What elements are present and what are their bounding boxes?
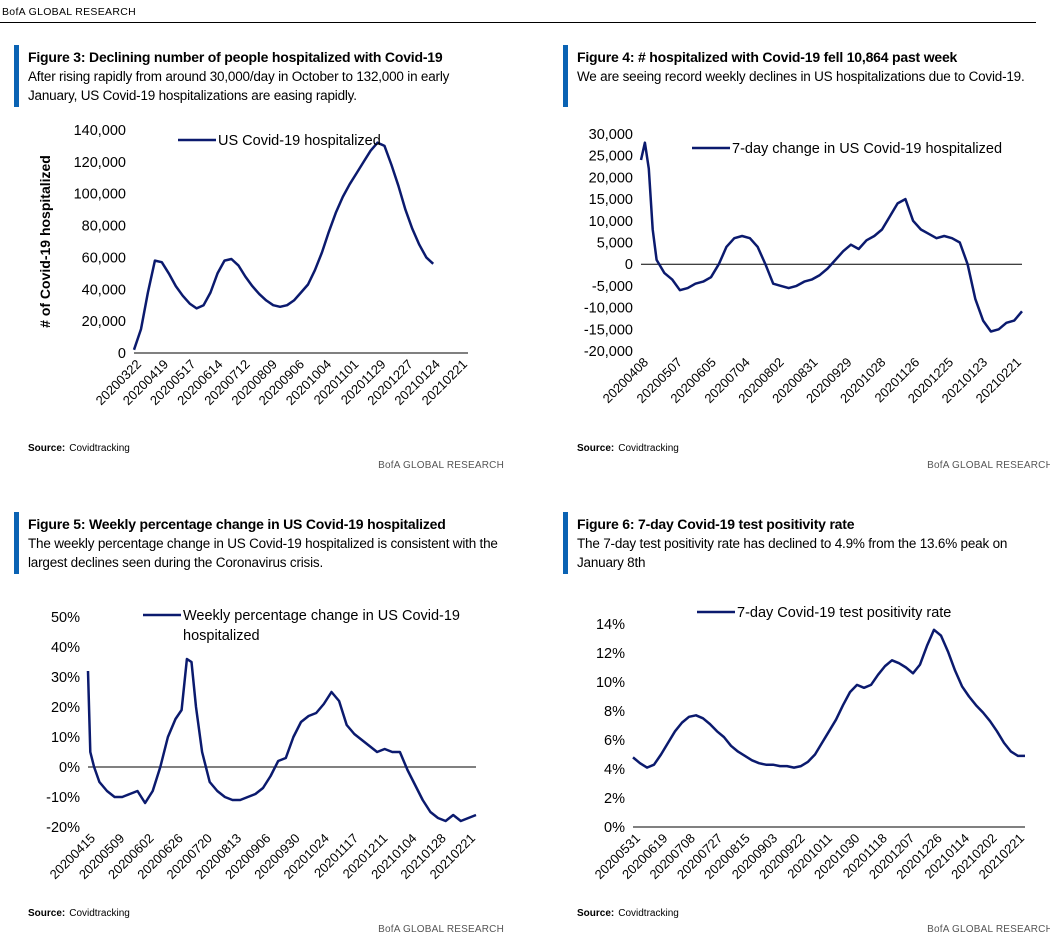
- y-tick-label: 40,000: [82, 282, 126, 298]
- weekly-pct-chart: -20%-10%0%10%20%30%40%50%202004152020050…: [46, 608, 478, 882]
- figure-source: Source: Covidtracking: [577, 908, 679, 919]
- source-label: Source:: [577, 908, 615, 919]
- weekly-change-chart: -20,000 -15,000 -10,000 -5,000 0 5,000 10,000 1…: [584, 127, 1024, 406]
- figure-brand: BofA GLOBAL RESEARCH: [927, 460, 1050, 471]
- positivity-chart: 0%2%4%6%8%10%12%14%202005312020061920200…: [592, 605, 1028, 882]
- y-tick-label: 30%: [51, 670, 80, 686]
- figure-title: Figure 4: # hospitalized with Covid-19 f…: [577, 49, 1047, 66]
- figure-source: Source: Covidtracking: [577, 443, 679, 454]
- source-label: Source:: [577, 443, 615, 454]
- figure-title-text: # hospitalized with Covid-19 fell 10,864…: [638, 49, 958, 65]
- header-brand: BofA GLOBAL RESEARCH: [2, 6, 136, 18]
- figure-accent-bar: [563, 45, 568, 107]
- y-tick-label: -15,000: [584, 322, 633, 338]
- figure-brand: BofA GLOBAL RESEARCH: [927, 924, 1050, 935]
- figure-title: Figure 6: 7-day Covid-19 test positivity…: [577, 516, 1047, 533]
- source-value: Covidtracking: [69, 443, 130, 454]
- figure-title-text: 7-day Covid-19 test positivity rate: [638, 516, 855, 532]
- figure-source: Source: Covidtracking: [28, 908, 130, 919]
- figure-title: Figure 5: Weekly percentage change in US…: [28, 516, 498, 533]
- y-tick-label: 10,000: [589, 214, 633, 230]
- y-tick-label: 80,000: [82, 219, 126, 235]
- source-label: Source:: [28, 443, 66, 454]
- hospitalized-chart: 0 20,000 40,000 60,000 80,000 100,000 120,000 1…: [37, 123, 470, 408]
- legend-label: hospitalized: [183, 628, 260, 644]
- figure-5-panel: Figure 5: Weekly percentage change in US…: [14, 512, 504, 952]
- y-tick-label: 30,000: [589, 127, 633, 143]
- figure-title-text: Declining number of people hospitalized …: [89, 49, 443, 65]
- figure-brand: BofA GLOBAL RESEARCH: [378, 924, 504, 935]
- legend-label: US Covid-19 hospitalized: [218, 133, 381, 149]
- figure-number: Figure 6:: [577, 516, 635, 532]
- figure-title-text: Weekly percentage change in US Covid-19 …: [89, 516, 446, 532]
- y-tick-label: 0%: [604, 820, 625, 836]
- series-line: [132, 141, 435, 351]
- figure-3-panel: Figure 3: Declining number of people hos…: [14, 45, 504, 485]
- y-tick-label: 14%: [596, 617, 625, 633]
- y-tick-label: 0: [118, 346, 126, 362]
- y-tick-label: 0: [625, 257, 633, 273]
- y-tick-label: 5,000: [597, 236, 633, 252]
- y-tick-label: 4%: [604, 762, 625, 778]
- y-tick-label: 50%: [51, 610, 80, 626]
- y-tick-label: 20,000: [82, 314, 126, 330]
- y-tick-label: 8%: [604, 704, 625, 720]
- legend-label: Weekly percentage change in US Covid-19: [183, 608, 460, 624]
- y-tick-label: -20,000: [584, 344, 633, 360]
- figure-subtitle: The weekly percentage change in US Covid…: [28, 536, 498, 570]
- figure-source: Source: Covidtracking: [28, 443, 130, 454]
- figure-brand: BofA GLOBAL RESEARCH: [378, 460, 504, 471]
- report-header: BofA GLOBAL RESEARCH: [0, 0, 1036, 23]
- figure-title: Figure 3: Declining number of people hos…: [28, 49, 498, 66]
- legend-label: 7-day Covid-19 test positivity rate: [737, 605, 951, 621]
- figure-number: Figure 5:: [28, 516, 86, 532]
- y-tick-label: 20,000: [589, 170, 633, 186]
- y-tick-label: 40%: [51, 640, 80, 656]
- series-line: [632, 628, 1025, 769]
- series-line: [639, 141, 1023, 333]
- figure-accent-bar: [563, 512, 568, 574]
- figure-subtitle: The 7-day test positivity rate has decli…: [577, 536, 1008, 570]
- y-tick-label: 60,000: [82, 250, 126, 266]
- y-tick-label: 120,000: [74, 155, 126, 171]
- figure-subtitle: We are seeing record weekly declines in …: [577, 69, 1025, 84]
- y-tick-label: 140,000: [74, 123, 126, 139]
- figure-6-panel: Figure 6: 7-day Covid-19 test positivity…: [563, 512, 1050, 952]
- y-tick-label: 100,000: [74, 187, 126, 203]
- y-tick-label: 10%: [51, 730, 80, 746]
- figure-accent-bar: [14, 45, 19, 107]
- y-tick-label: 12%: [596, 646, 625, 662]
- y-axis-label: # of Covid-19 hospitalized: [37, 155, 53, 328]
- y-tick-label: -5,000: [592, 279, 633, 295]
- source-value: Covidtracking: [618, 443, 679, 454]
- y-tick-label: 25,000: [589, 149, 633, 165]
- y-tick-label: -10%: [46, 790, 80, 806]
- source-value: Covidtracking: [618, 908, 679, 919]
- figure-number: Figure 4:: [577, 49, 635, 65]
- figure-number: Figure 3:: [28, 49, 86, 65]
- y-tick-label: -20%: [46, 820, 80, 836]
- figure-subtitle: After rising rapidly from around 30,000/…: [28, 69, 450, 103]
- series-line: [86, 657, 477, 823]
- legend-label: 7-day change in US Covid-19 hospitalized: [732, 141, 1002, 157]
- y-tick-label: 15,000: [589, 192, 633, 208]
- y-tick-label: 6%: [604, 733, 625, 749]
- y-tick-label: 0%: [59, 760, 80, 776]
- source-label: Source:: [28, 908, 66, 919]
- y-tick-label: 10%: [596, 675, 625, 691]
- source-value: Covidtracking: [69, 908, 130, 919]
- figure-4-panel: Figure 4: # hospitalized with Covid-19 f…: [563, 45, 1050, 485]
- y-tick-label: 20%: [51, 700, 80, 716]
- y-tick-label: -10,000: [584, 301, 633, 317]
- figure-accent-bar: [14, 512, 19, 574]
- y-tick-label: 2%: [604, 791, 625, 807]
